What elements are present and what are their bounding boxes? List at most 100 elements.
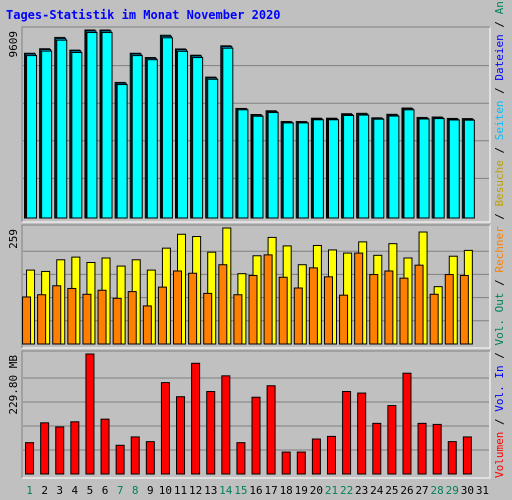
bar-volumen-day-17 [266, 385, 276, 475]
bar-seiten-day-19 [297, 122, 309, 219]
legend-part-14: Anfragen [493, 0, 506, 14]
day-label-8: 8 [132, 484, 139, 497]
bar-rechner-day-12 [188, 272, 198, 345]
bar-seiten-day-20 [312, 119, 324, 219]
bar-seiten-day-11 [177, 50, 189, 219]
bar-rechner-day-14 [218, 264, 228, 345]
legend-part-10: Seiten [493, 100, 506, 140]
panel-bevel [21, 26, 490, 222]
bar-seiten-day-25 [388, 115, 400, 219]
day-label-24: 24 [370, 484, 384, 497]
bar-volumen-day-18 [281, 451, 291, 475]
day-label-7: 7 [117, 484, 124, 497]
bar-volumen-day-8 [130, 436, 140, 475]
legend-part-5: / [493, 273, 506, 293]
bar-rechner-day-18 [278, 276, 288, 345]
panel-max-label: 229.80 MB [7, 355, 20, 415]
bar-seiten-day-21 [327, 119, 339, 219]
bar-volumen-day-21 [326, 435, 336, 475]
bar-rechner-day-3 [52, 285, 62, 345]
legend-part-11: / [493, 81, 506, 101]
bar-volumen-day-23 [357, 392, 367, 475]
chart-title: Tages-Statistik im Monat November 2020 [6, 8, 281, 22]
bar-rechner-day-13 [203, 292, 213, 345]
bar-volumen-day-27 [417, 422, 427, 475]
bar-rechner-day-20 [308, 267, 318, 345]
bar-seiten-day-10 [161, 37, 173, 219]
day-label-23: 23 [355, 484, 368, 497]
bar-volumen-day-19 [296, 451, 306, 475]
bar-volumen-day-22 [342, 390, 352, 475]
day-label-1: 1 [26, 484, 33, 497]
bar-rechner-day-27 [414, 264, 424, 345]
bar-volumen-day-14 [221, 375, 231, 475]
bar-seiten-day-30 [463, 119, 475, 219]
bar-volumen-day-7 [115, 444, 125, 475]
panel-bevel [21, 224, 490, 348]
bar-volumen-day-12 [191, 362, 201, 475]
day-label-9: 9 [147, 484, 154, 497]
bar-rechner-day-5 [82, 293, 92, 345]
bar-rechner-day-2 [37, 294, 47, 345]
day-label-25: 25 [385, 484, 398, 497]
day-label-13: 13 [204, 484, 217, 497]
bar-volumen-day-26 [402, 372, 412, 475]
bar-rechner-day-11 [173, 270, 183, 345]
bar-volumen-day-11 [176, 396, 186, 475]
bar-volumen-day-29 [447, 441, 457, 475]
bar-seiten-day-28 [433, 118, 445, 219]
legend-part-8: Besuche [493, 160, 506, 206]
bar-volumen-day-4 [70, 421, 80, 475]
panel-bevel [21, 350, 490, 478]
legend-part-12: Dateien [493, 34, 506, 80]
day-label-14: 14 [219, 484, 233, 497]
day-label-10: 10 [159, 484, 172, 497]
bar-rechner-day-30 [459, 274, 469, 345]
bar-rechner-day-26 [399, 277, 409, 345]
day-label-19: 19 [295, 484, 308, 497]
legend-vertical: Volumen / Vol. In / Vol. Out / Rechner /… [493, 0, 506, 478]
bar-seiten-day-15 [237, 109, 249, 219]
bar-seiten-day-18 [282, 122, 294, 219]
bar-rechner-day-1 [22, 296, 32, 345]
bar-seiten-day-6 [101, 32, 113, 219]
bar-volumen-day-15 [236, 442, 246, 475]
day-label-21: 21 [325, 484, 338, 497]
bar-rechner-day-19 [293, 287, 303, 345]
bar-seiten-day-2 [41, 50, 53, 219]
day-label-16: 16 [249, 484, 262, 497]
bar-rechner-day-9 [142, 305, 152, 345]
bar-rechner-day-8 [127, 291, 137, 345]
bar-volumen-day-30 [462, 436, 472, 475]
day-label-26: 26 [400, 484, 413, 497]
bar-rechner-day-16 [248, 274, 258, 345]
bar-volumen-day-20 [311, 438, 321, 475]
day-label-6: 6 [102, 484, 109, 497]
day-label-3: 3 [56, 484, 63, 497]
day-label-30: 30 [461, 484, 474, 497]
legend-part-9: / [493, 140, 506, 160]
bar-volumen-day-13 [206, 390, 216, 475]
bar-seiten-day-16 [252, 115, 264, 219]
bar-seiten-day-5 [86, 32, 98, 219]
bar-volumen-day-2 [40, 422, 50, 475]
bar-seiten-day-22 [343, 114, 355, 219]
day-label-17: 17 [264, 484, 277, 497]
bar-seiten-day-7 [116, 84, 128, 219]
panel-requests: 9609 [7, 26, 491, 223]
day-labels: 1 2 3 4 5 6 7 8 9 10 11 12 13 14 15 16 17 18 19 20 21 22 23 24 2… [26, 484, 489, 497]
bar-volumen-day-24 [372, 422, 382, 475]
bar-seiten-day-27 [418, 118, 430, 219]
chart-panels: 9609 259 229.80 MB [7, 26, 491, 479]
legend-part-1: / [493, 412, 506, 432]
day-label-28: 28 [431, 484, 444, 497]
bar-rechner-day-21 [323, 276, 333, 345]
bar-seiten-day-23 [358, 114, 370, 219]
day-label-11: 11 [174, 484, 187, 497]
day-label-20: 20 [310, 484, 323, 497]
day-label-12: 12 [189, 484, 202, 497]
bar-volumen-day-16 [251, 396, 261, 475]
bar-seiten-day-24 [373, 118, 385, 219]
bar-seiten-day-3 [56, 39, 68, 219]
